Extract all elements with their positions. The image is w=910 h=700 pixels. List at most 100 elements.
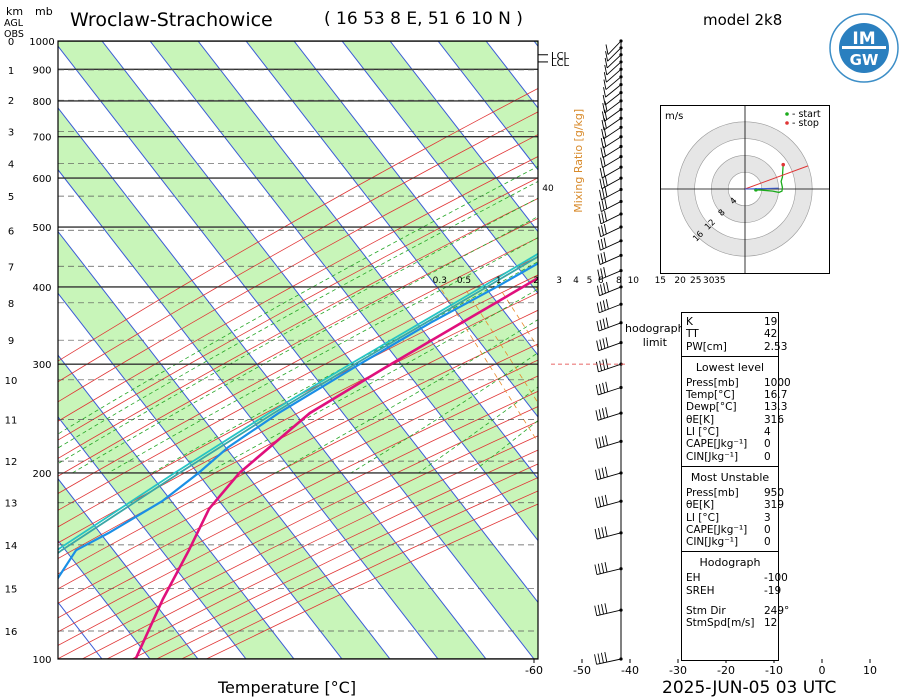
isotherm-line bbox=[58, 107, 487, 659]
pressure-tick-label: 1000 bbox=[29, 37, 54, 48]
wind-barb-flag bbox=[605, 337, 609, 348]
index-value: 1000 bbox=[764, 376, 791, 389]
isotherm-line bbox=[245, 41, 538, 418]
wind-barb-staff bbox=[603, 136, 622, 149]
wind-barb-staff bbox=[600, 226, 622, 238]
index-value: 16.7 bbox=[764, 389, 788, 402]
index-label: K bbox=[686, 316, 693, 328]
index-label: LI [°C] bbox=[686, 426, 720, 439]
dry-adiabat bbox=[58, 343, 538, 590]
index-label: CAPE[Jkg⁻¹] bbox=[686, 438, 748, 451]
wind-barb-flag bbox=[605, 358, 609, 369]
run-time: 2025-JUN-05 03 UTC bbox=[662, 678, 837, 698]
wind-barb-flag bbox=[604, 494, 608, 506]
wind-barb-flag bbox=[604, 109, 608, 120]
moist-adiabat bbox=[206, 288, 538, 474]
mean-wind-vector bbox=[744, 187, 779, 190]
wind-barb-staff bbox=[600, 240, 622, 251]
wind-barb-staff bbox=[601, 201, 622, 212]
wind-barb-flag bbox=[598, 437, 602, 448]
model-name: model 2k8 bbox=[703, 11, 783, 29]
wind-barb-flag bbox=[601, 212, 605, 223]
wind-barb-flag bbox=[603, 223, 607, 235]
wind-barb-flag bbox=[597, 563, 601, 574]
pressure-tick-label: 300 bbox=[32, 360, 51, 371]
index-label: θE[K] bbox=[686, 413, 715, 426]
wind-barb-staff bbox=[599, 303, 622, 314]
index-row: PW[cm] 2.53 bbox=[682, 341, 787, 353]
wind-barb-dot bbox=[619, 199, 623, 204]
hodograph-limit-label: hodograph limit bbox=[625, 322, 685, 350]
sounding-line-3 bbox=[58, 255, 538, 555]
mixing-ratio-label: 25 bbox=[690, 276, 701, 286]
height-tick-label: 12 bbox=[5, 457, 18, 468]
wind-barb-flag bbox=[605, 435, 608, 446]
indices-panel: K 19 TT 42 PW[cm] 2.53 Lowest level Press[m… bbox=[681, 312, 791, 661]
moist-adiabat bbox=[275, 319, 538, 474]
hodograph-start-marker bbox=[785, 112, 789, 116]
wind-barb-flag bbox=[598, 213, 602, 224]
mixing-ratio-label: 4 bbox=[573, 276, 579, 286]
height-axis-agl: AGL bbox=[4, 18, 23, 29]
index-value: 319 bbox=[764, 499, 785, 512]
index-value: 12 bbox=[764, 617, 778, 630]
wind-barb-staff bbox=[606, 68, 622, 83]
dry-adiabat bbox=[58, 292, 538, 544]
wind-barb-flag bbox=[602, 177, 606, 188]
wind-barb-flag bbox=[599, 167, 603, 179]
wind-barb-flag bbox=[601, 527, 605, 538]
wind-barb-flag bbox=[596, 320, 600, 332]
pressure-tick-label: 800 bbox=[32, 97, 51, 108]
lowest-level-section: Lowest level Press[mb] 1000 Temp[°C] 16.7 … bbox=[682, 355, 791, 466]
index-row: CAPE[Jkg⁻¹] 0 bbox=[682, 524, 778, 536]
mixing-ratio-label: 6 bbox=[598, 276, 604, 286]
most-unstable-section: Most Unstable Press[mb] 950 θE[K] 319 LI [… bbox=[682, 465, 784, 551]
wind-barb-flag bbox=[604, 603, 608, 614]
mixing-ratio-label: 0.3 bbox=[433, 276, 447, 286]
hodograph-ring-label: 8 bbox=[717, 208, 728, 219]
dry-adiabat bbox=[58, 274, 538, 528]
wind-barb-flag bbox=[605, 44, 609, 55]
wind-barb-staff bbox=[596, 609, 622, 617]
index-row: Stm Dir 249° bbox=[682, 605, 789, 617]
wind-barb-flag bbox=[595, 438, 599, 449]
index-value: 3 bbox=[764, 511, 771, 524]
wind-barb-flag bbox=[603, 283, 606, 294]
wind-barb-flag bbox=[602, 102, 606, 114]
dry-adiabat bbox=[58, 390, 538, 633]
indices-top-section: K 19 TT 42 PW[cm] 2.53 bbox=[682, 313, 787, 356]
isotherm-line bbox=[58, 230, 391, 659]
wind-barb-flag bbox=[604, 198, 608, 209]
index-row: LI [°C] 4 bbox=[682, 426, 778, 438]
logo-text-bottom: GW bbox=[850, 51, 879, 69]
index-value: 0 bbox=[764, 438, 771, 451]
height-tick-label: 2 bbox=[8, 96, 14, 107]
wind-barb-staff bbox=[596, 532, 622, 540]
height-axis-obs: OBS bbox=[4, 29, 24, 40]
wind-barb-flag bbox=[604, 186, 608, 198]
dry-adiabat bbox=[58, 309, 538, 560]
wind-barb-staff bbox=[599, 254, 622, 265]
mixing-ratio-label: 0.5 bbox=[457, 276, 471, 286]
wind-barb-staff bbox=[604, 100, 622, 114]
wind-barb-staff bbox=[603, 126, 622, 140]
wind-barb-flag bbox=[599, 178, 603, 189]
moist-adiabat bbox=[58, 197, 538, 465]
mixing-ratio-label: 35 bbox=[714, 276, 725, 286]
height-tick-label: 14 bbox=[5, 541, 18, 552]
index-label: StmSpd[m/s] bbox=[686, 617, 755, 630]
wind-barb-staff bbox=[597, 472, 622, 481]
wind-barb-flag bbox=[605, 51, 609, 62]
index-label: SREH bbox=[686, 584, 715, 597]
index-row: θE[K] 319 bbox=[682, 499, 784, 511]
index-value: 316 bbox=[764, 413, 785, 426]
index-row: Press[mb] 1000 bbox=[682, 377, 791, 389]
wind-barb-flag bbox=[600, 268, 604, 279]
wind-barb-staff bbox=[607, 47, 622, 62]
wind-barb-flag bbox=[600, 157, 604, 168]
wind-barb-staff bbox=[604, 109, 622, 122]
wind-barb-flag bbox=[601, 200, 605, 211]
isotherm-line bbox=[197, 41, 538, 480]
